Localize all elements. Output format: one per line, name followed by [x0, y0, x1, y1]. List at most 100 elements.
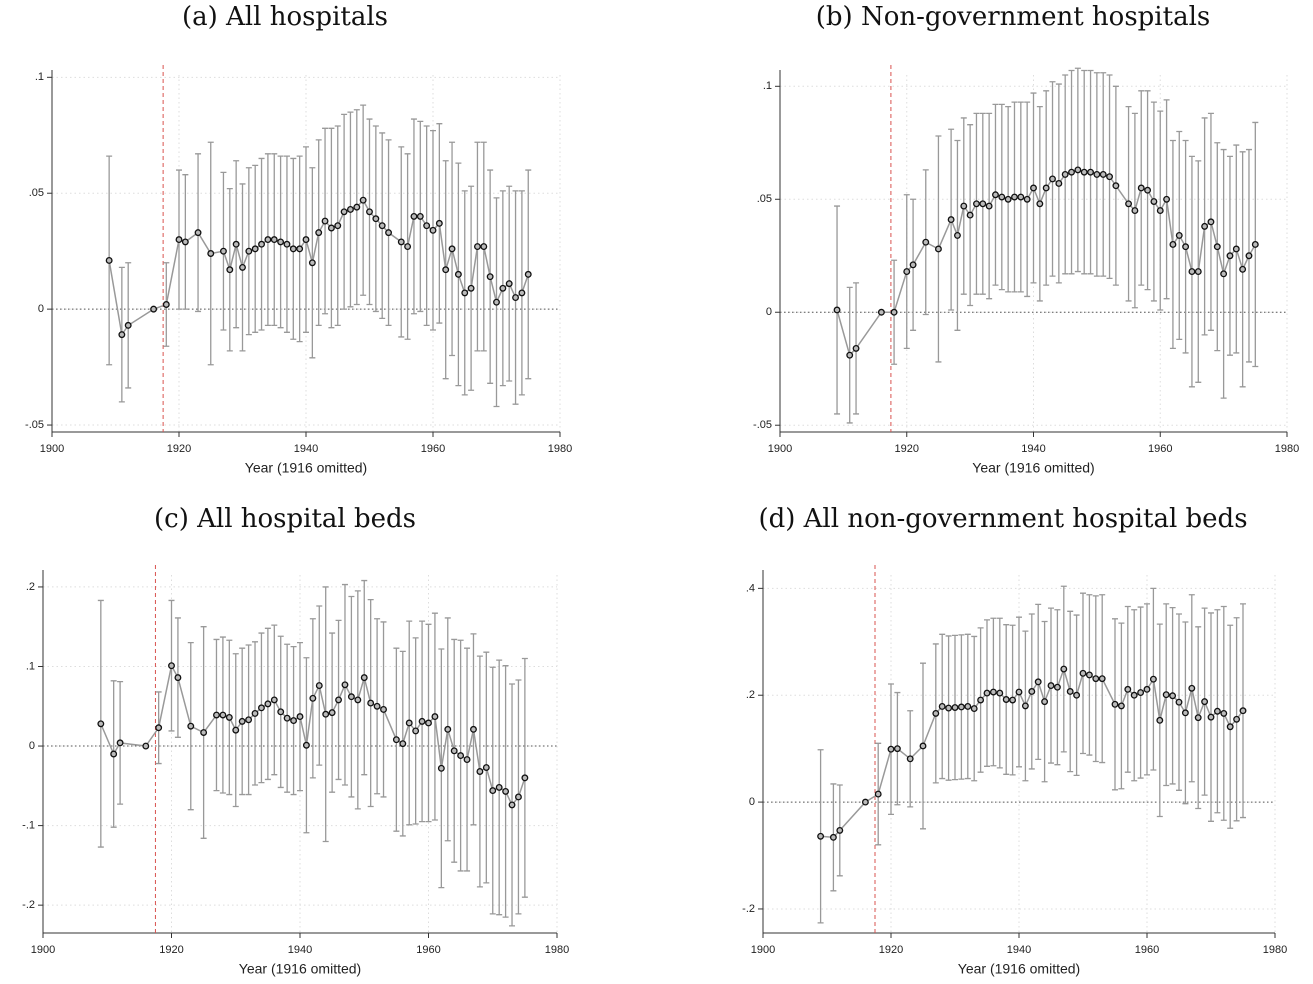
point	[359, 196, 367, 204]
y-tick-label: .2	[746, 689, 755, 701]
point	[174, 674, 182, 682]
x-tick-label: 1980	[1263, 944, 1287, 956]
x-tick-label: 1920	[167, 443, 191, 455]
point	[1239, 707, 1247, 715]
point	[429, 226, 437, 234]
y-tick-label: 0	[29, 740, 35, 752]
point	[1009, 696, 1017, 704]
y-tick-label: -.2	[742, 903, 755, 915]
point	[1021, 702, 1029, 710]
point	[410, 212, 418, 220]
panel-title: (c) All hospital beds	[154, 504, 416, 534]
point	[947, 216, 955, 224]
point	[1194, 714, 1202, 722]
point	[996, 689, 1004, 697]
point	[1112, 182, 1120, 190]
point	[116, 739, 124, 747]
x-axis-label: Year (1916 omitted)	[972, 460, 1094, 476]
point	[405, 719, 413, 727]
point	[493, 298, 500, 306]
point	[1181, 709, 1189, 717]
point	[219, 247, 227, 255]
point	[985, 202, 993, 210]
point	[1034, 678, 1042, 686]
point	[124, 321, 132, 329]
point	[846, 351, 854, 359]
y-tick-label: .1	[35, 71, 44, 83]
point	[499, 284, 507, 292]
point	[155, 724, 163, 732]
point	[989, 688, 997, 696]
x-tick-label: 1940	[1007, 944, 1031, 956]
x-axis-label: Year (1916 omitted)	[239, 961, 361, 977]
point	[1066, 688, 1074, 695]
point	[890, 308, 898, 316]
point	[1137, 184, 1145, 192]
point	[302, 741, 310, 749]
point	[1060, 665, 1068, 673]
point	[194, 229, 202, 237]
point	[296, 245, 304, 253]
point	[1194, 268, 1202, 276]
y-tick-label: .05	[757, 193, 772, 205]
point	[957, 703, 965, 711]
point	[450, 747, 458, 755]
y-tick-label: -.05	[753, 419, 772, 431]
point	[277, 708, 285, 716]
x-tick-label: 1960	[421, 443, 445, 455]
point	[1156, 207, 1164, 215]
point	[354, 696, 362, 704]
point	[922, 238, 930, 246]
point	[1073, 691, 1081, 699]
point	[1053, 683, 1061, 691]
point	[474, 243, 481, 250]
point	[334, 222, 342, 230]
y-tick-label: .05	[29, 187, 44, 199]
point	[1156, 716, 1164, 724]
x-axis-label: Year (1916 omitted)	[245, 460, 367, 476]
point	[1087, 168, 1094, 176]
point	[470, 725, 477, 733]
point	[1099, 170, 1107, 178]
x-tick-label: 1980	[1275, 443, 1299, 455]
point	[416, 212, 424, 220]
point	[966, 211, 974, 219]
point	[518, 289, 526, 297]
point	[1124, 685, 1132, 693]
point	[454, 270, 462, 278]
point	[480, 243, 488, 250]
point	[457, 752, 465, 760]
point	[461, 289, 469, 297]
point	[1106, 173, 1113, 181]
point	[290, 717, 298, 725]
point	[524, 270, 532, 278]
point	[1098, 675, 1106, 683]
y-tick-label: -.1	[22, 820, 35, 832]
point	[321, 217, 329, 225]
y-tick-label: -.05	[25, 419, 44, 431]
x-tick-label: 1900	[768, 443, 792, 455]
point	[833, 306, 841, 314]
point	[505, 280, 513, 288]
point	[467, 284, 475, 292]
point	[502, 787, 510, 795]
point	[142, 742, 150, 750]
point	[105, 257, 113, 264]
point	[404, 243, 412, 250]
x-tick-label: 1940	[1021, 443, 1045, 455]
point	[1226, 723, 1234, 731]
point	[1239, 265, 1247, 273]
point	[397, 238, 405, 246]
point	[442, 266, 450, 274]
point	[385, 229, 392, 237]
point	[1169, 692, 1177, 700]
point	[521, 774, 529, 782]
point	[341, 681, 349, 689]
x-tick-label: 1920	[159, 944, 183, 956]
point	[238, 717, 246, 725]
point	[874, 790, 882, 798]
point	[992, 191, 999, 199]
x-axis-label: Year (1916 omitted)	[958, 961, 1080, 977]
y-tick-label: 0	[766, 306, 772, 318]
